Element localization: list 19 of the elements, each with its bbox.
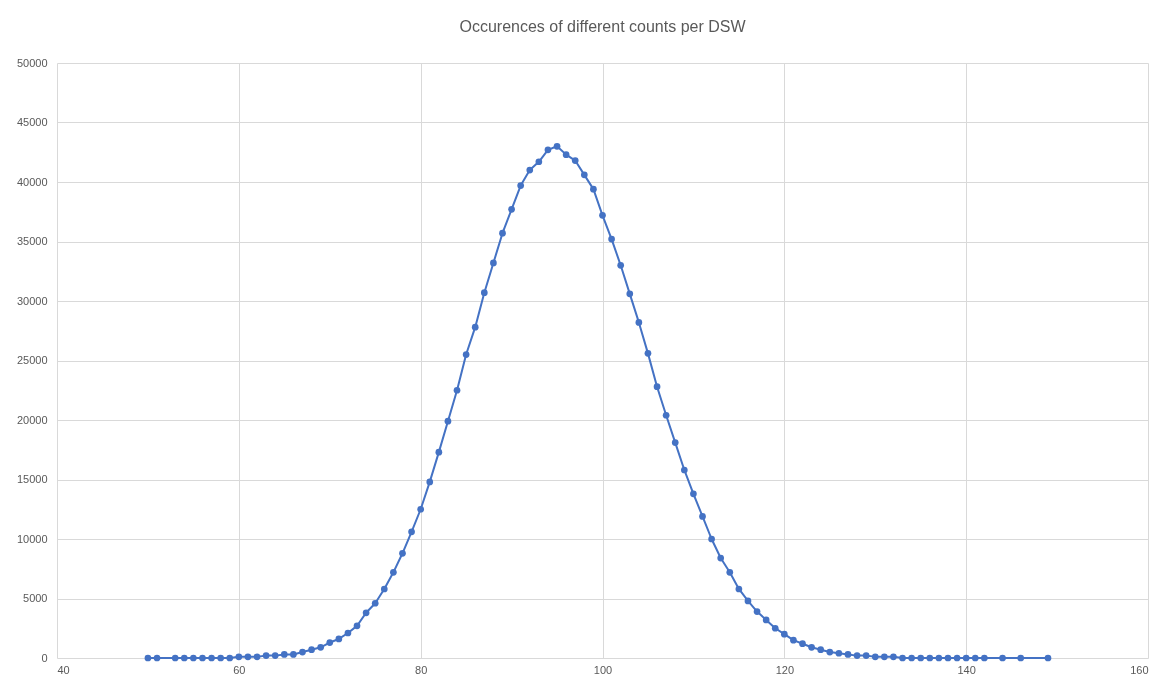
x-tick-label: 120: [775, 663, 795, 676]
y-tick-label: 10000: [16, 532, 48, 545]
y-tick-label: 40000: [16, 175, 48, 188]
x-tick-label: 40: [57, 663, 70, 676]
x-tick-label: 160: [1130, 663, 1149, 676]
y-tick-label: 45000: [16, 116, 48, 128]
y-tick-label: 25000: [16, 354, 48, 366]
x-tick-label: 140: [957, 663, 976, 676]
y-tick-label: 20000: [16, 413, 48, 426]
x-tick-label: 80: [415, 663, 428, 676]
y-tick-label: 0: [41, 651, 48, 664]
y-tick-label: 30000: [16, 294, 48, 307]
y-tick-label: 50000: [16, 56, 48, 69]
y-tick-label: 5000: [23, 592, 48, 604]
y-tick-label: 15000: [16, 473, 48, 485]
x-tick-label: 100: [593, 663, 613, 676]
chart-title: Occurences of different counts per DSW: [459, 18, 747, 35]
x-tick-label: 60: [233, 663, 246, 676]
y-tick-label: 35000: [16, 235, 48, 247]
